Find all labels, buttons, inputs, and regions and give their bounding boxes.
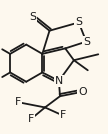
Text: S: S — [83, 37, 90, 47]
Text: N: N — [55, 76, 63, 86]
Text: S: S — [75, 17, 82, 27]
Text: F: F — [28, 114, 34, 124]
Text: S: S — [29, 12, 36, 22]
Text: F: F — [14, 97, 21, 107]
Text: F: F — [60, 110, 66, 120]
Text: O: O — [78, 87, 87, 97]
